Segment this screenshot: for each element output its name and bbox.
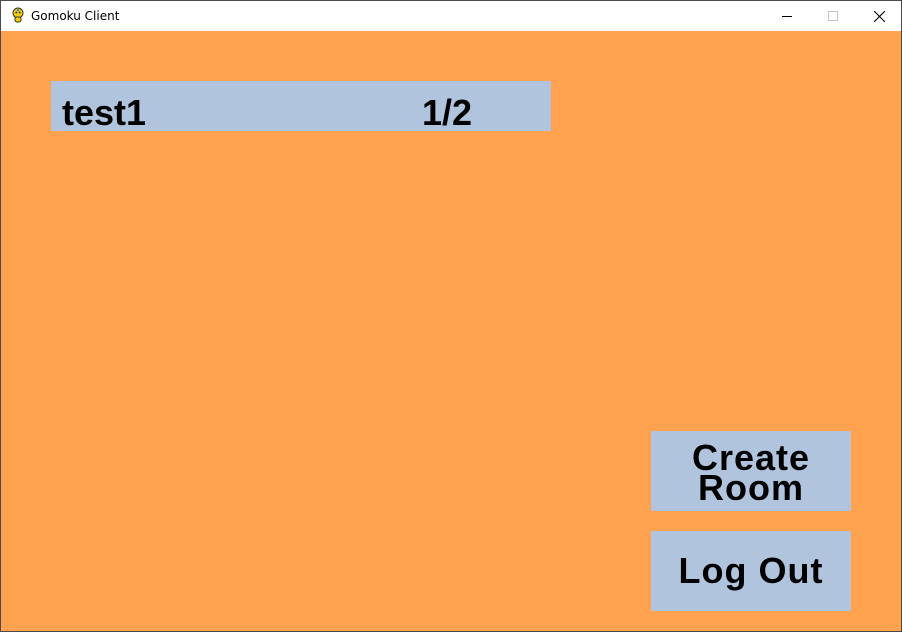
- minimize-button[interactable]: [764, 1, 810, 31]
- room-list-item[interactable]: test1 1/2: [51, 81, 551, 133]
- close-button[interactable]: [856, 1, 902, 31]
- create-room-label-line1: Create: [691, 437, 811, 478]
- room-occupancy: 1/2: [422, 92, 473, 133]
- minimize-icon: [782, 16, 792, 17]
- create-room-label-line2: Room: [698, 467, 804, 508]
- lobby-canvas: test1 1/2 Create Room Log Out: [1, 31, 901, 631]
- log-out-button[interactable]: Log Out: [651, 531, 851, 611]
- maximize-button[interactable]: [810, 1, 856, 31]
- log-out-label: Log Out: [678, 550, 824, 591]
- window-title: Gomoku Client: [31, 9, 120, 23]
- maximize-icon: [828, 11, 838, 21]
- create-room-button[interactable]: Create Room: [651, 431, 851, 511]
- room-name: test1: [62, 92, 147, 133]
- close-icon: [873, 10, 885, 22]
- title-bar[interactable]: Gomoku Client: [1, 1, 901, 31]
- pygame-snake-icon: [12, 7, 24, 23]
